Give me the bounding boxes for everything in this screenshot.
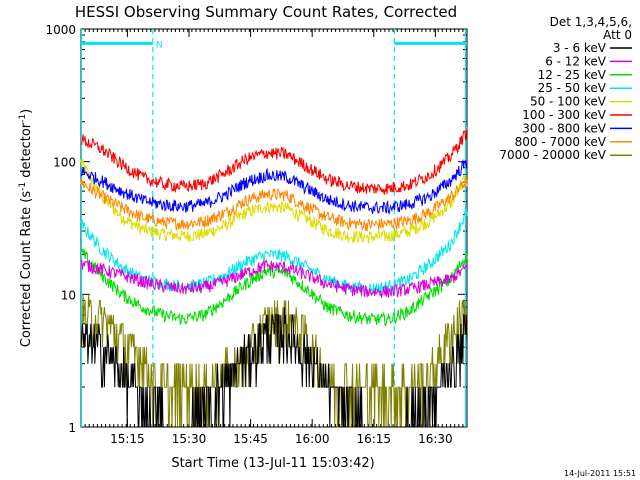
legend-label: 50 - 100 keV	[530, 95, 607, 109]
y-label-part-1: Corrected Count Rate (s	[19, 191, 34, 348]
x-tick-label: 15:45	[233, 432, 268, 446]
legend-header-line-1: Det 1,3,4,5,6,	[550, 15, 632, 29]
series-line-7	[80, 158, 468, 216]
y-label-part-3: )	[19, 109, 34, 114]
series-line-2	[80, 259, 468, 299]
x-tick-label: 16:00	[295, 432, 330, 446]
y-label-sup-1: -1	[18, 182, 28, 191]
legend-label: 3 - 6 keV	[553, 41, 607, 55]
legend-header-line-2: Att 0	[603, 28, 632, 42]
x-tick-label: 15:15	[110, 432, 145, 446]
y-tick-label: 1	[68, 421, 76, 435]
chart-title: HESSI Observing Summary Count Rates, Cor…	[75, 3, 457, 21]
legend-label: 6 - 12 keV	[545, 54, 607, 68]
x-axis-label: Start Time (13-Jul-11 15:03:42)	[171, 456, 374, 471]
legend-label: 7000 - 20000 keV	[499, 148, 606, 162]
timestamp: 14-Jul-2011 15:51	[564, 469, 636, 478]
y-label-sup-2: -1	[18, 114, 28, 123]
series-line-3	[80, 248, 468, 327]
series-line-6	[80, 126, 468, 195]
x-tick-label: 16:30	[418, 432, 453, 446]
y-tick-label: 1000	[45, 23, 76, 37]
legend-label: 12 - 25 keV	[538, 68, 607, 82]
x-tick-label: 16:15	[356, 432, 391, 446]
x-tick-label: 15:30	[172, 432, 207, 446]
data-series	[80, 126, 468, 428]
legend-label: 100 - 300 keV	[522, 108, 606, 122]
night-marker: N	[156, 40, 163, 50]
series-line-8	[80, 174, 468, 232]
y-tick-label: 10	[61, 288, 76, 302]
day-night-markers: N	[80, 29, 467, 427]
y-axis-label: Corrected Count Rate (s-1 detector-1)	[18, 109, 34, 347]
legend-label: 25 - 50 keV	[538, 81, 607, 95]
series-line-5	[80, 159, 468, 244]
series-line-1	[80, 307, 468, 428]
y-tick-label: 100	[53, 156, 76, 170]
series-line-4	[80, 207, 468, 297]
y-label-part-2: detector	[19, 122, 34, 182]
legend-label: 300 - 800 keV	[522, 121, 606, 135]
legend-label: 800 - 7000 keV	[515, 135, 607, 149]
